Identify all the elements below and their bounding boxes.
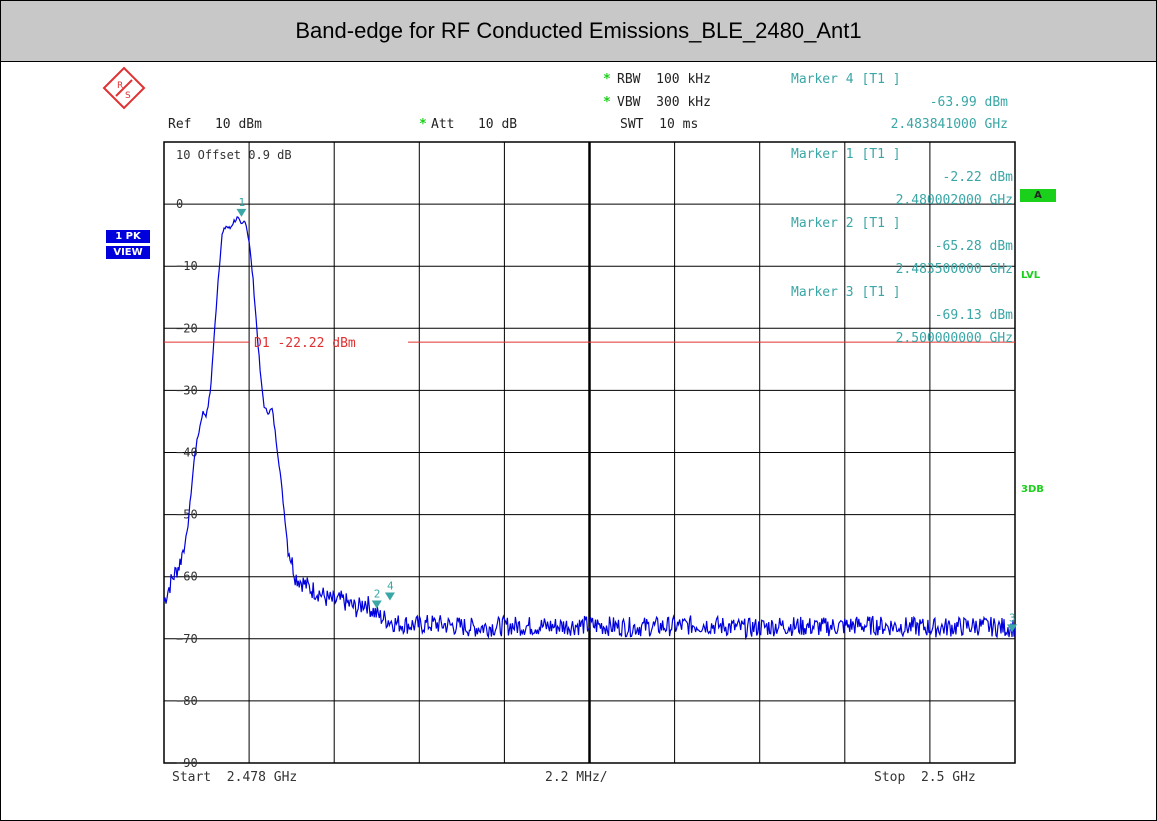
spectrum-trace [163, 216, 1016, 641]
marker-4-icon [384, 592, 395, 601]
marker-info-label: Marker 1 [T1 ] [791, 147, 901, 162]
trace-mode-pk: 1 PK [106, 230, 150, 243]
marker-3-icon [1007, 624, 1017, 633]
svg-text:S: S [125, 91, 131, 101]
y-tick-label: −80 [176, 694, 198, 708]
rbw-star: * [603, 72, 611, 87]
a-flag: A [1020, 189, 1056, 202]
vbw-star: * [603, 95, 611, 110]
y-tick-label: −60 [176, 570, 198, 584]
marker-4-label: 4 [387, 579, 394, 592]
y-tick-label: −20 [176, 321, 198, 335]
marker-info-freq: 2.480002000 GHz [896, 193, 1013, 208]
trace-mode-view: VIEW [106, 246, 150, 259]
marker-info-label: Marker 3 [T1 ] [791, 285, 901, 300]
sweep-time: SWT 10 ms [620, 117, 699, 132]
att-star: * [419, 117, 427, 132]
marker4-freq: 2.483841000 GHz [890, 117, 1008, 132]
rs-logo-icon: R S [102, 66, 146, 110]
svg-text:R: R [117, 81, 123, 91]
3db-flag: 3DB [1021, 484, 1044, 495]
marker-info-freq: 2.500000000 GHz [896, 331, 1013, 346]
marker4-level: -63.99 dBm [929, 95, 1008, 110]
marker4-label: Marker 4 [T1 ] [791, 72, 901, 87]
marker-2-icon [371, 600, 382, 609]
y-tick-label: −90 [176, 756, 198, 770]
marker-info-level: -65.28 dBm [935, 239, 1013, 254]
vbw-value: VBW 300 kHz [617, 95, 711, 110]
y-tick-label: −50 [176, 508, 198, 522]
y-tick-label: −40 [176, 446, 198, 460]
title-bar: Band-edge for RF Conducted Emissions_BLE… [1, 1, 1156, 62]
rbw-value: RBW 100 kHz [617, 72, 711, 87]
y-tick-label: −10 [176, 259, 198, 273]
offset-label: 10 Offset 0.9 dB [176, 148, 292, 162]
marker-1-label: 1 [238, 196, 245, 209]
y-tick-label: 0 [176, 197, 183, 211]
y-tick-label: −70 [176, 632, 198, 646]
lvl-flag: LVL [1021, 270, 1041, 281]
marker-info-label: Marker 2 [T1 ] [791, 216, 901, 231]
span-per-division: 2.2 MHz/ [545, 770, 608, 785]
display-line-label: D1 -22.22 dBm [254, 336, 356, 351]
marker-info-freq: 2.483500000 GHz [896, 262, 1013, 277]
stop-frequency: Stop 2.5 GHz [874, 770, 976, 785]
marker-info-level: -69.13 dBm [935, 308, 1013, 323]
ref-level: Ref 10 dBm [168, 117, 262, 132]
marker-1-icon [236, 208, 247, 217]
marker-3-label: 3 [1009, 611, 1016, 624]
marker-info-level: -2.22 dBm [943, 170, 1014, 185]
marker-2-label: 2 [374, 587, 381, 600]
y-tick-label: −30 [176, 383, 198, 397]
start-frequency: Start 2.478 GHz [172, 770, 298, 785]
att-value: Att 10 dB [431, 117, 518, 132]
chart-title: Band-edge for RF Conducted Emissions_BLE… [295, 18, 862, 43]
